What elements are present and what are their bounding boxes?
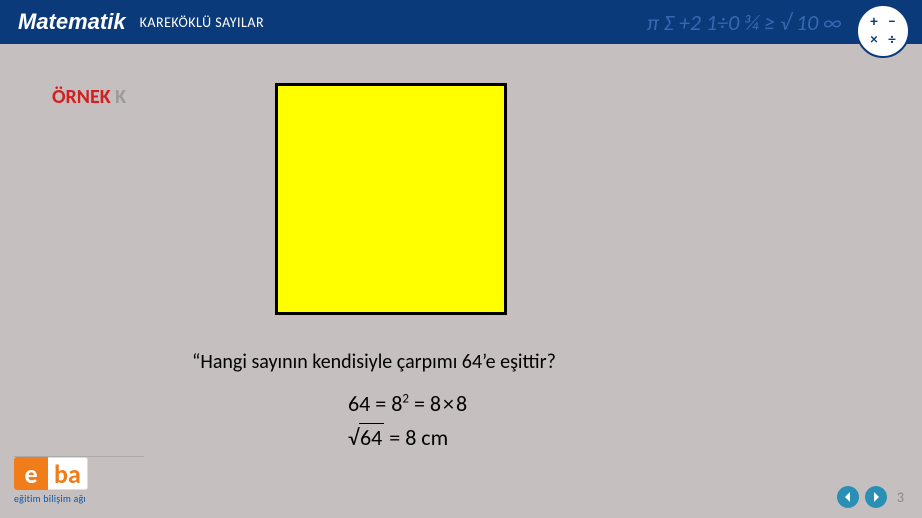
subject-logo: Matematik: [18, 9, 126, 35]
header-math-decor: π Σ +2 1÷0 ¾ ≥ √ 10 ∞: [322, 0, 842, 44]
eba-logo-e: e: [14, 457, 48, 490]
eq1-rhs-a: 8: [430, 390, 441, 417]
sqrt-expression: √64: [348, 422, 384, 454]
equation-line-1: 64 = 82 = 8×8: [348, 388, 467, 420]
math-ops-badge: + − × ÷: [856, 4, 910, 58]
badge-times-icon: ×: [865, 31, 883, 49]
example-label-gray: K: [111, 85, 126, 109]
eba-logo: e ba eğitim bilişim ağı: [14, 456, 144, 504]
eq2-rhs: 8 cm: [405, 424, 448, 451]
badge-divide-icon: ÷: [883, 31, 901, 49]
eba-logo-ba: ba: [48, 457, 88, 490]
page-nav: 3: [837, 486, 904, 508]
example-label: ÖRNEK K: [52, 85, 126, 109]
eq1-equals-2: =: [409, 390, 430, 417]
arrow-right-icon: [871, 492, 881, 502]
question-text: “Hangi sayının kendisiyle çarpımı 64’e e…: [192, 350, 556, 374]
example-label-red: ÖRNEK: [52, 85, 111, 109]
prev-page-button[interactable]: [837, 486, 859, 508]
yellow-square: [275, 83, 507, 315]
equation-line-2: √64 = 8 cm: [348, 422, 467, 454]
eq1-rhs-b: 8: [456, 390, 467, 417]
eq2-equals: =: [384, 424, 405, 451]
badge-minus-icon: −: [883, 13, 901, 31]
eq1-lhs: 64: [348, 390, 370, 417]
arrow-left-icon: [843, 492, 853, 502]
eq1-exponent: 2: [402, 392, 409, 407]
radical-icon: √: [348, 424, 359, 451]
eba-logo-subtitle: eğitim bilişim ağı: [14, 492, 144, 505]
topic-title: KAREKÖKLÜ SAYILAR: [140, 14, 265, 31]
next-page-button[interactable]: [865, 486, 887, 508]
sqrt-radicand: 64: [359, 423, 384, 451]
eq1-base: 8: [391, 390, 402, 417]
equation-block: 64 = 82 = 8×8 √64 = 8 cm: [348, 388, 467, 454]
badge-plus-icon: +: [865, 13, 883, 31]
page-number: 3: [897, 489, 904, 506]
eq1-equals-1: =: [370, 390, 391, 417]
header-bar: Matematik KAREKÖKLÜ SAYILAR π Σ +2 1÷0 ¾…: [0, 0, 922, 44]
eq1-multiply-icon: ×: [443, 390, 454, 417]
